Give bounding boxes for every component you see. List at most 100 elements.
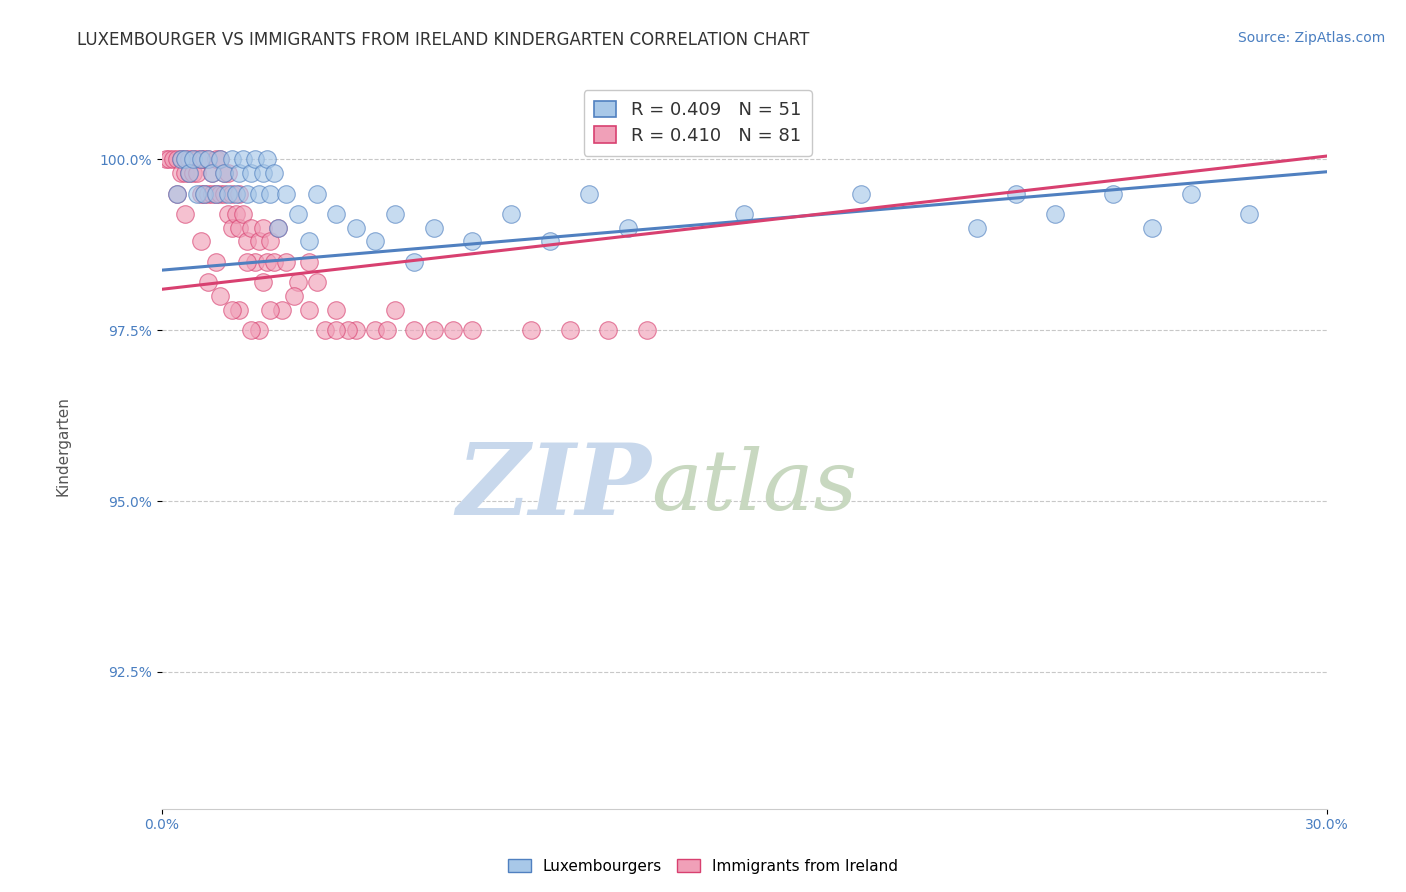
Point bbox=[636, 323, 658, 337]
Point bbox=[314, 323, 336, 337]
Point bbox=[205, 255, 228, 269]
Point bbox=[252, 220, 274, 235]
Point bbox=[236, 255, 259, 269]
Point bbox=[1102, 186, 1125, 201]
Point bbox=[228, 220, 250, 235]
Point bbox=[197, 186, 219, 201]
Point bbox=[174, 153, 197, 167]
Point bbox=[186, 166, 208, 180]
Point bbox=[1180, 186, 1202, 201]
Point bbox=[208, 153, 231, 167]
Point bbox=[225, 207, 247, 221]
Text: Source: ZipAtlas.com: Source: ZipAtlas.com bbox=[1237, 31, 1385, 45]
Point bbox=[221, 186, 243, 201]
Point bbox=[236, 186, 259, 201]
Point bbox=[267, 220, 290, 235]
Point bbox=[221, 153, 243, 167]
Point bbox=[181, 153, 204, 167]
Point bbox=[240, 166, 263, 180]
Point bbox=[344, 220, 367, 235]
Point bbox=[166, 186, 188, 201]
Point bbox=[174, 153, 197, 167]
Point bbox=[287, 207, 309, 221]
Point bbox=[228, 186, 250, 201]
Point bbox=[256, 153, 278, 167]
Point bbox=[538, 235, 561, 249]
Point bbox=[190, 186, 212, 201]
Point bbox=[190, 153, 212, 167]
Point bbox=[170, 166, 193, 180]
Point bbox=[501, 207, 523, 221]
Point bbox=[325, 207, 347, 221]
Point bbox=[201, 186, 224, 201]
Point bbox=[181, 166, 204, 180]
Point bbox=[1043, 207, 1066, 221]
Point bbox=[217, 186, 239, 201]
Point bbox=[197, 153, 219, 167]
Point bbox=[252, 166, 274, 180]
Point bbox=[298, 255, 321, 269]
Point bbox=[252, 276, 274, 290]
Point bbox=[221, 220, 243, 235]
Point bbox=[193, 153, 215, 167]
Point bbox=[966, 220, 988, 235]
Point bbox=[259, 235, 281, 249]
Point bbox=[598, 323, 620, 337]
Point bbox=[325, 323, 347, 337]
Point bbox=[1140, 220, 1163, 235]
Point bbox=[422, 323, 444, 337]
Point bbox=[307, 186, 329, 201]
Point bbox=[337, 323, 360, 337]
Point bbox=[287, 276, 309, 290]
Point bbox=[558, 323, 581, 337]
Point bbox=[193, 186, 215, 201]
Point bbox=[228, 302, 250, 317]
Point bbox=[243, 153, 266, 167]
Point bbox=[298, 302, 321, 317]
Point bbox=[212, 166, 235, 180]
Legend: R = 0.409   N = 51, R = 0.410   N = 81: R = 0.409 N = 51, R = 0.410 N = 81 bbox=[583, 90, 811, 155]
Point bbox=[162, 153, 184, 167]
Point bbox=[404, 323, 426, 337]
Point bbox=[170, 153, 193, 167]
Point bbox=[247, 323, 270, 337]
Point bbox=[325, 302, 347, 317]
Point bbox=[617, 220, 640, 235]
Point bbox=[208, 289, 231, 303]
Point bbox=[170, 153, 193, 167]
Point bbox=[274, 186, 297, 201]
Point bbox=[208, 186, 231, 201]
Point bbox=[186, 153, 208, 167]
Point bbox=[849, 186, 872, 201]
Point bbox=[201, 166, 224, 180]
Point bbox=[283, 289, 305, 303]
Point bbox=[404, 255, 426, 269]
Point bbox=[733, 207, 755, 221]
Point bbox=[344, 323, 367, 337]
Point bbox=[166, 186, 188, 201]
Point bbox=[240, 220, 263, 235]
Point bbox=[193, 186, 215, 201]
Point bbox=[247, 186, 270, 201]
Point bbox=[190, 153, 212, 167]
Point bbox=[174, 207, 197, 221]
Point bbox=[228, 166, 250, 180]
Point bbox=[364, 323, 387, 337]
Point bbox=[190, 235, 212, 249]
Point bbox=[259, 302, 281, 317]
Point bbox=[212, 166, 235, 180]
Point bbox=[221, 302, 243, 317]
Point bbox=[384, 207, 406, 221]
Text: ZIP: ZIP bbox=[456, 439, 651, 535]
Point bbox=[422, 220, 444, 235]
Point bbox=[217, 207, 239, 221]
Point bbox=[274, 255, 297, 269]
Point bbox=[155, 153, 177, 167]
Legend: Luxembourgers, Immigrants from Ireland: Luxembourgers, Immigrants from Ireland bbox=[502, 853, 904, 880]
Point bbox=[205, 186, 228, 201]
Point bbox=[307, 276, 329, 290]
Point bbox=[205, 186, 228, 201]
Point bbox=[177, 166, 200, 180]
Point bbox=[166, 153, 188, 167]
Point bbox=[186, 186, 208, 201]
